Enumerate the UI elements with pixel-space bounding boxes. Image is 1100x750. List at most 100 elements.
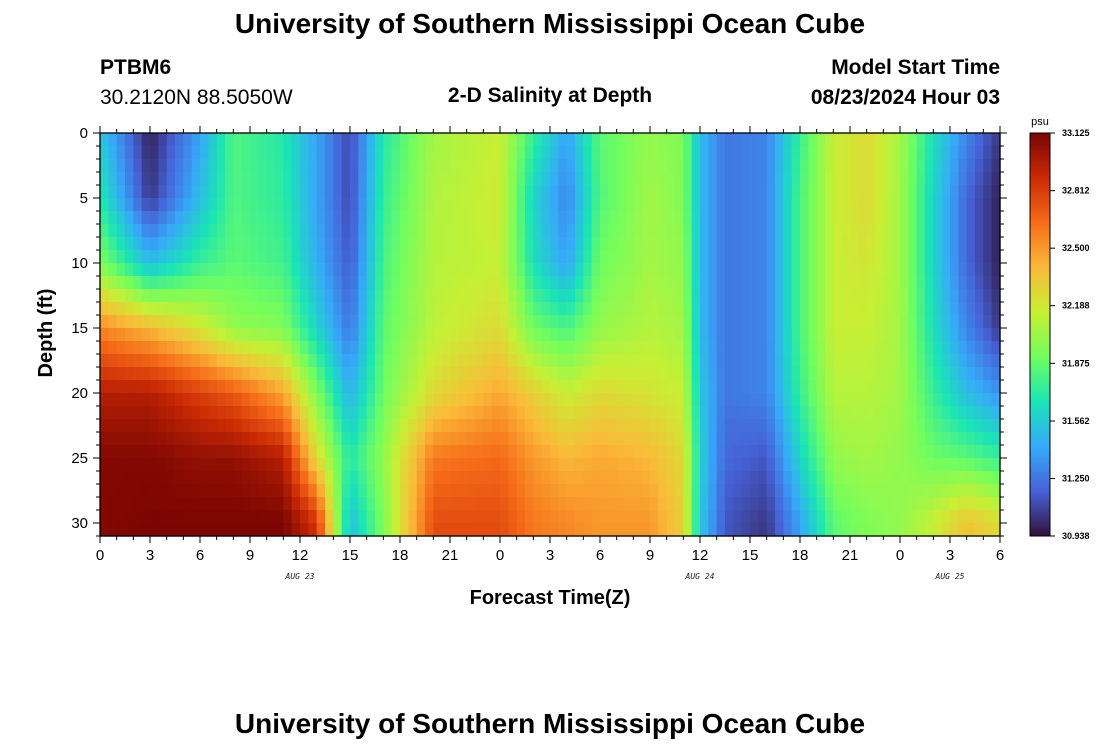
heatmap-cell (641, 159, 651, 173)
heatmap-cell (758, 510, 768, 524)
heatmap-cell (850, 523, 859, 537)
heatmap-cell (808, 458, 818, 472)
heatmap-cell (358, 523, 368, 537)
heatmap-cell (658, 354, 668, 368)
heatmap-cell (166, 146, 176, 160)
heatmap-cell (625, 289, 634, 303)
heatmap-cell (366, 510, 376, 524)
heatmap-cell (583, 198, 593, 212)
heatmap-cell (591, 159, 601, 173)
heatmap-cell (783, 497, 793, 511)
heatmap-cell (183, 406, 193, 420)
heatmap-cell (200, 432, 209, 446)
heatmap-cell (608, 497, 618, 511)
heatmap-cell (383, 133, 393, 147)
heatmap-cell (558, 432, 568, 446)
heatmap-cell (700, 380, 709, 394)
heatmap-cell (475, 146, 484, 160)
heatmap-cell (308, 458, 318, 472)
heatmap-cell (550, 289, 559, 303)
heatmap-cell (883, 276, 893, 290)
heatmap-cell (125, 146, 134, 160)
heatmap-cell (891, 276, 901, 290)
heatmap-cell (408, 172, 418, 186)
heatmap-cell (566, 185, 576, 199)
heatmap-cell (458, 159, 468, 173)
heatmap-cell (741, 224, 751, 238)
heatmap-cell (658, 172, 668, 186)
heatmap-cell (416, 159, 426, 173)
heatmap-cell (133, 289, 143, 303)
heatmap-cell (775, 354, 784, 368)
heatmap-cell (400, 302, 409, 316)
heatmap-cell (208, 302, 218, 316)
heatmap-cell (866, 393, 876, 407)
heatmap-cell (650, 484, 659, 498)
heatmap-cell (700, 419, 709, 433)
heatmap-cell (191, 458, 201, 472)
heatmap-cell (875, 185, 884, 199)
heatmap-cell (458, 315, 468, 329)
heatmap-cell (575, 471, 584, 485)
heatmap-cell (566, 510, 576, 524)
heatmap-cell (350, 159, 359, 173)
heatmap-cell (825, 198, 834, 212)
heatmap-cell (391, 172, 401, 186)
heatmap-cell (316, 471, 326, 485)
heatmap-cell (366, 198, 376, 212)
heatmap-cell (783, 133, 793, 147)
heatmap-cell (175, 497, 184, 511)
heatmap-cell (441, 341, 451, 355)
heatmap-cell (116, 198, 126, 212)
heatmap-cell (808, 133, 818, 147)
heatmap-cell (933, 198, 943, 212)
heatmap-cell (666, 146, 676, 160)
heatmap-cell (925, 523, 934, 537)
heatmap-cell (466, 211, 476, 225)
heatmap-cell (750, 276, 759, 290)
heatmap-cell (708, 432, 718, 446)
heatmap-cell (133, 484, 143, 498)
heatmap-cell (308, 419, 318, 433)
heatmap-cell (108, 471, 118, 485)
heatmap-cell (775, 367, 784, 381)
heatmap-cell (383, 289, 393, 303)
heatmap-cell (291, 146, 301, 160)
heatmap-cell (116, 380, 126, 394)
heatmap-cell (916, 263, 926, 277)
heatmap-cell (500, 419, 509, 433)
heatmap-cell (683, 341, 693, 355)
heatmap-cell (908, 172, 918, 186)
heatmap-cell (683, 289, 693, 303)
heatmap-cell (333, 445, 343, 459)
heatmap-cell (433, 263, 443, 277)
heatmap-cell (608, 146, 618, 160)
heatmap-cell (900, 523, 909, 537)
heatmap-cell (550, 393, 559, 407)
heatmap-cell (208, 380, 218, 394)
heatmap-cell (933, 315, 943, 329)
heatmap-cell (375, 458, 384, 472)
heatmap-cell (650, 523, 659, 537)
heatmap-cell (600, 523, 609, 537)
heatmap-cell (458, 432, 468, 446)
heatmap-cell (458, 302, 468, 316)
heatmap-cell (416, 237, 426, 251)
heatmap-cell (125, 237, 134, 251)
heatmap-cell (741, 523, 751, 537)
heatmap-cell (600, 172, 609, 186)
heatmap-cell (250, 367, 259, 381)
heatmap-cell (400, 198, 409, 212)
heatmap-cell (716, 419, 726, 433)
heatmap-cell (308, 302, 318, 316)
heatmap-cell (816, 172, 826, 186)
heatmap-cell (683, 432, 693, 446)
heatmap-cell (650, 380, 659, 394)
heatmap-cell (766, 523, 776, 537)
heatmap-cell (750, 523, 759, 537)
heatmap-cell (800, 276, 809, 290)
heatmap-cell (708, 367, 718, 381)
heatmap-cell (141, 315, 151, 329)
heatmap-cell (841, 523, 851, 537)
heatmap-cell (391, 263, 401, 277)
